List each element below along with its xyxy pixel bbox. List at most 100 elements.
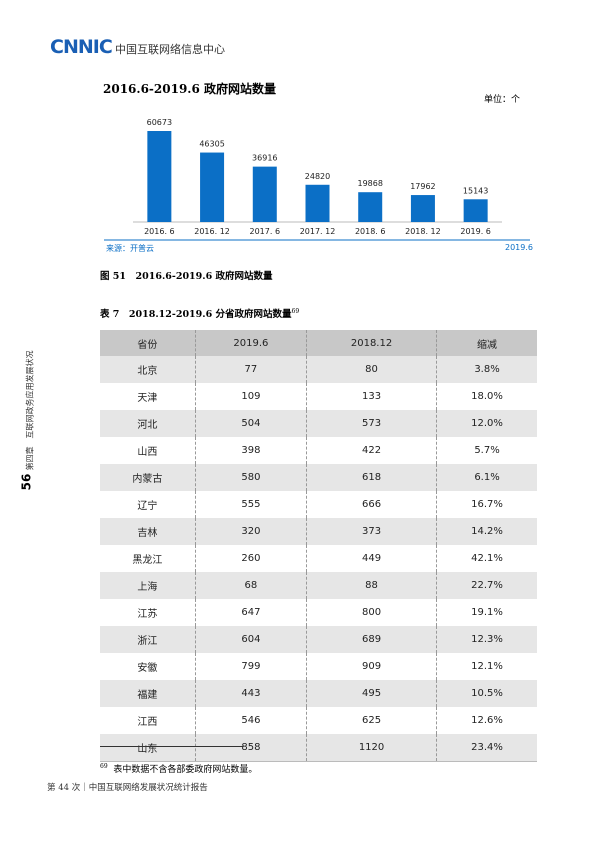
value-label: 19868: [357, 179, 382, 188]
table-cell: 373: [306, 518, 437, 545]
table-row: 上海 68 88 22.7%: [100, 572, 537, 599]
table-cell: 799: [194, 653, 307, 680]
x-tick-label: 2018. 12: [405, 227, 441, 236]
page-number: 56: [19, 473, 34, 491]
table-cell: 12.6%: [436, 707, 537, 734]
table-cell: 23.4%: [436, 734, 537, 762]
table-cell: 77: [194, 356, 307, 383]
table-cell: 555: [194, 491, 307, 518]
table-row: 山东 858 1120 23.4%: [100, 734, 537, 762]
unit: 单位：个: [484, 95, 521, 105]
table-cell: 666: [306, 491, 437, 518]
column-header: 省份: [100, 330, 196, 356]
org-name: 中国互联网络信息中心: [115, 43, 225, 56]
table-row: 江西 546 625 12.6%: [100, 707, 537, 734]
table-cell: 18.0%: [436, 383, 537, 410]
footnote-rule: [100, 746, 243, 747]
bar: [305, 184, 330, 222]
value-label: 15143: [463, 186, 488, 195]
table-cell: 10.5%: [436, 680, 537, 707]
value-label: 46305: [199, 140, 224, 149]
table-cell: 689: [306, 626, 437, 653]
table-cell: 443: [194, 680, 307, 707]
table-cell: 449: [306, 545, 437, 572]
table-cell: 109: [194, 383, 307, 410]
table-cell: 1120: [306, 734, 437, 762]
table-cell: 495: [306, 680, 437, 707]
table-cell: 5.7%: [436, 437, 537, 464]
bar: [410, 195, 435, 222]
footer: 第 44 次｜中国互联网络发展状况统计报告: [47, 783, 208, 793]
x-tick-label: 2017. 12: [300, 227, 336, 236]
header-row: 省份 2019.6 2018.12 缩减: [100, 330, 537, 356]
table-row: 河北 504 573 12.0%: [100, 410, 537, 437]
column-header: 2019.6: [194, 330, 307, 356]
table-cell: 260: [194, 545, 307, 572]
table-cell: 辽宁: [137, 501, 158, 512]
value-label: 60673: [147, 118, 172, 127]
table-cell: 安徽: [137, 663, 158, 674]
figure-caption: 图 51 2016.6-2019.6 政府网站数量: [100, 271, 273, 282]
column-header: 缩减: [436, 330, 537, 356]
table-cell: 580: [194, 464, 307, 491]
table-row: 天津 109 133 18.0%: [100, 383, 537, 410]
table-row: 福建 443 495 10.5%: [100, 680, 537, 707]
x-tick-label: 2016. 6: [144, 227, 175, 236]
table-cell: 909: [306, 653, 437, 680]
table-cell: 68: [194, 572, 307, 599]
bar: [147, 131, 172, 222]
table-cell: 573: [306, 410, 437, 437]
table-cell: 12.0%: [436, 410, 537, 437]
table-cell: 22.7%: [436, 572, 537, 599]
table-cell: 618: [306, 464, 437, 491]
bar: [200, 152, 225, 222]
x-tick-label: 2016. 12: [194, 227, 230, 236]
footnote-number: 69: [100, 763, 108, 770]
footnote-text: 表中数据不含各部委政府网站数量。: [113, 765, 258, 775]
table-row: 安徽 799 909 12.1%: [100, 653, 537, 680]
table-cell: 北京: [100, 356, 196, 383]
table-cell: 14.2%: [436, 518, 537, 545]
chart-title: 2016.6-2019.6 政府网站数量: [103, 82, 277, 96]
chart: 60673 2016. 6 46305 2016. 12 36916 2017. 6 248…: [104, 118, 530, 241]
table-caption: 表 7 2018.12-2019.6 分省政府网站数量69: [100, 306, 299, 320]
caption-text: 表 7 2018.12-2019.6 分省政府网站数量: [100, 309, 292, 320]
table-row: 浙江 604 689 12.3%: [100, 626, 537, 653]
table-cell: 80: [306, 356, 437, 383]
table-cell: 江西: [137, 717, 158, 728]
footnote: 69 表中数据不含各部委政府网站数量。: [100, 762, 257, 775]
table-cell: 647: [194, 599, 307, 626]
logo: CNNIC: [50, 36, 113, 58]
value-label: 17962: [410, 182, 435, 191]
table-cell: 88: [306, 572, 437, 599]
table-cell: 19.1%: [436, 599, 537, 626]
x-tick-label: 2019. 6: [460, 227, 491, 236]
table-row: 辽宁 555 666 16.7%: [100, 491, 537, 518]
table-cell: 320: [194, 518, 307, 545]
chapter: 第四章 互联网政务应用发展状况: [25, 350, 35, 471]
table-cell: 398: [194, 437, 307, 464]
table-cell: 604: [194, 626, 307, 653]
table-cell: 福建: [100, 680, 196, 707]
table-row: 黑龙江 260 449 42.1%: [100, 545, 537, 572]
table-cell: 浙江: [100, 626, 196, 653]
table: 省份 2019.6 2018.12 缩减 北京 77 80 3.8% 天津 109 133 18.0%…: [100, 330, 537, 762]
table-cell: 422: [306, 437, 437, 464]
source: 来源：开普云: [106, 244, 154, 253]
table-row: 吉林 320 373 14.2%: [100, 518, 537, 545]
table-cell: 504: [194, 410, 307, 437]
table-cell: 河北: [100, 410, 196, 437]
bar: [252, 166, 277, 222]
table-cell: 黑龙江: [132, 555, 163, 566]
table-cell: 12.1%: [436, 653, 537, 680]
x-tick-label: 2017. 6: [250, 227, 281, 236]
table-cell: 546: [194, 707, 307, 734]
table-cell: 3.8%: [436, 356, 537, 383]
table-cell: 858: [194, 734, 307, 762]
table-row: 北京 77 80 3.8%: [100, 356, 537, 383]
table-cell: 6.1%: [436, 464, 537, 491]
value-label: 24820: [305, 172, 330, 181]
date: 2019.6: [505, 243, 533, 252]
x-tick-label: 2018. 6: [355, 227, 386, 236]
